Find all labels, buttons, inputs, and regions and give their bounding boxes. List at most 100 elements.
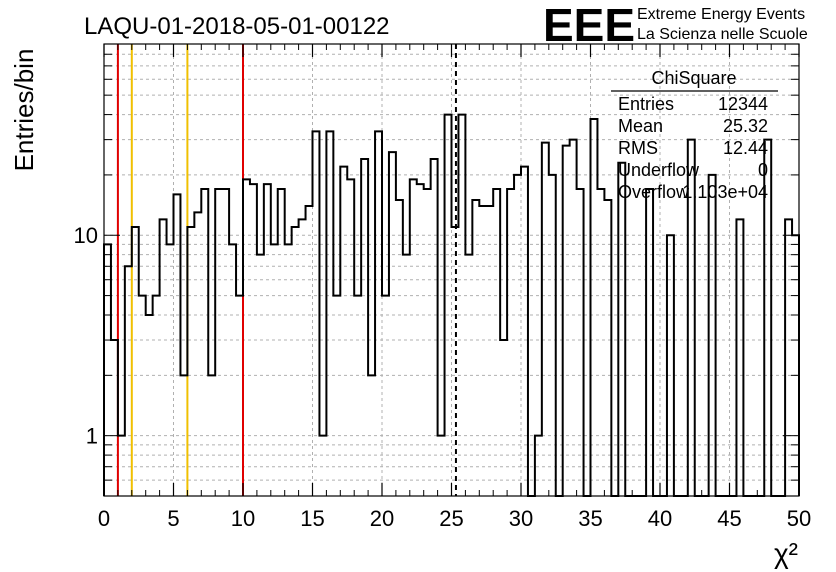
stats-row-value: 0 xyxy=(758,160,768,180)
histogram-bin xyxy=(278,189,285,496)
histogram-bin xyxy=(577,189,584,496)
histogram-bin xyxy=(271,244,278,496)
histogram-outline xyxy=(103,113,800,497)
histogram-bin xyxy=(549,175,556,496)
histogram-bin xyxy=(368,375,375,496)
histogram-bin xyxy=(361,159,368,496)
x-tick-label: 30 xyxy=(509,506,533,531)
histogram-bin xyxy=(132,227,139,496)
histogram-bin xyxy=(160,219,167,496)
histogram-bin xyxy=(452,227,459,496)
histogram-bin xyxy=(438,436,445,496)
histogram-bin xyxy=(382,296,389,496)
histogram-bin xyxy=(410,179,417,496)
histogram-bin xyxy=(340,167,347,496)
histogram-bin xyxy=(424,189,431,496)
eee-logo: EEE Extreme Energy Events La Scienza nel… xyxy=(543,0,808,51)
logo-line-1: Extreme Energy Events xyxy=(637,6,805,23)
histogram-bin xyxy=(514,175,521,496)
histogram-bin xyxy=(250,184,257,496)
stats-row-value: 12344 xyxy=(718,94,768,114)
histogram-bin xyxy=(493,189,500,496)
histogram-bin xyxy=(785,219,792,496)
histogram-bin xyxy=(403,255,410,496)
histogram-bin xyxy=(500,340,507,496)
stats-row-label: Overflow xyxy=(618,182,690,202)
histogram-bin xyxy=(736,219,743,496)
histogram-bin xyxy=(153,296,160,496)
histogram-bin xyxy=(257,255,264,496)
histogram-bin xyxy=(445,115,452,496)
x-tick-label: 20 xyxy=(370,506,394,531)
histogram-bin xyxy=(326,131,333,496)
histogram-bin xyxy=(215,189,222,496)
y-axis-label: Entries/bin xyxy=(9,49,39,172)
x-tick-label: 35 xyxy=(578,506,602,531)
x-tick-label: 10 xyxy=(231,506,255,531)
y-tick-label: 1 xyxy=(86,424,98,449)
histogram-bin xyxy=(389,152,396,496)
stats-row-value: 12.44 xyxy=(723,138,768,158)
x-tick-label: 50 xyxy=(787,506,811,531)
histogram-bin xyxy=(285,244,292,496)
histogram-bin xyxy=(313,131,320,496)
x-tick-label: 45 xyxy=(717,506,741,531)
histogram-bin xyxy=(299,219,306,496)
histogram-bin xyxy=(201,189,208,496)
histogram-bin xyxy=(222,189,229,496)
histogram-bin xyxy=(521,167,528,496)
histogram-bin xyxy=(104,244,111,496)
histogram-bin xyxy=(542,143,549,496)
histogram-bin xyxy=(667,235,674,496)
histogram-bin xyxy=(347,179,354,496)
stats-row-value: 1.103e+04 xyxy=(682,182,768,202)
histogram-bin xyxy=(354,296,361,496)
histogram-bin xyxy=(264,184,271,496)
histogram-bin xyxy=(236,296,243,496)
histogram-bin xyxy=(431,159,438,496)
axis-ticks: 0 5 10 15 20 25 30 35 40 45 50 1 10 xyxy=(74,44,811,531)
histogram-bin xyxy=(472,200,479,496)
x-tick-label: 0 xyxy=(98,506,110,531)
histogram-bin xyxy=(125,266,132,496)
chart-title: LAQU-01-2018-05-01-00122 xyxy=(84,13,390,40)
histogram-bin xyxy=(146,315,153,496)
stats-row-label: Entries xyxy=(618,94,674,114)
histogram xyxy=(103,113,800,497)
histogram-bin xyxy=(618,163,625,496)
x-tick-label: 25 xyxy=(439,506,463,531)
x-tick-label: 5 xyxy=(167,506,179,531)
histogram-bin xyxy=(139,296,146,496)
histogram-bin xyxy=(709,175,716,496)
histogram-bin xyxy=(194,212,201,496)
histogram-bin xyxy=(180,375,187,496)
histogram-bin xyxy=(591,119,598,496)
histogram-bin xyxy=(604,200,611,496)
histogram-bin xyxy=(465,255,472,496)
histogram-bin xyxy=(570,140,577,496)
stats-row-value: 25.32 xyxy=(723,116,768,136)
histogram-bin xyxy=(535,436,542,496)
histogram-bin xyxy=(243,179,250,496)
stats-title: ChiSquare xyxy=(651,68,736,88)
histogram-bin xyxy=(563,146,570,496)
histogram-bin xyxy=(333,296,340,496)
histogram-bin xyxy=(167,244,174,496)
histogram-bin xyxy=(458,115,465,496)
histogram-bin xyxy=(292,227,299,496)
x-axis-label: χ² xyxy=(774,538,798,569)
histogram-bin xyxy=(479,206,486,496)
histogram-bin xyxy=(417,184,424,496)
histogram-bin xyxy=(597,189,604,496)
stats-row-label: Underflow xyxy=(618,160,700,180)
stats-row-label: Mean xyxy=(618,116,663,136)
histogram-bin xyxy=(375,131,382,496)
grid xyxy=(104,44,799,496)
histogram-bin xyxy=(229,244,236,496)
logo-line-2: La Scienza nelle Scuole xyxy=(637,26,808,43)
histogram-bin xyxy=(646,189,653,496)
histogram-bin xyxy=(486,206,493,496)
histogram-bin xyxy=(792,235,799,496)
histogram-bin xyxy=(208,375,215,496)
